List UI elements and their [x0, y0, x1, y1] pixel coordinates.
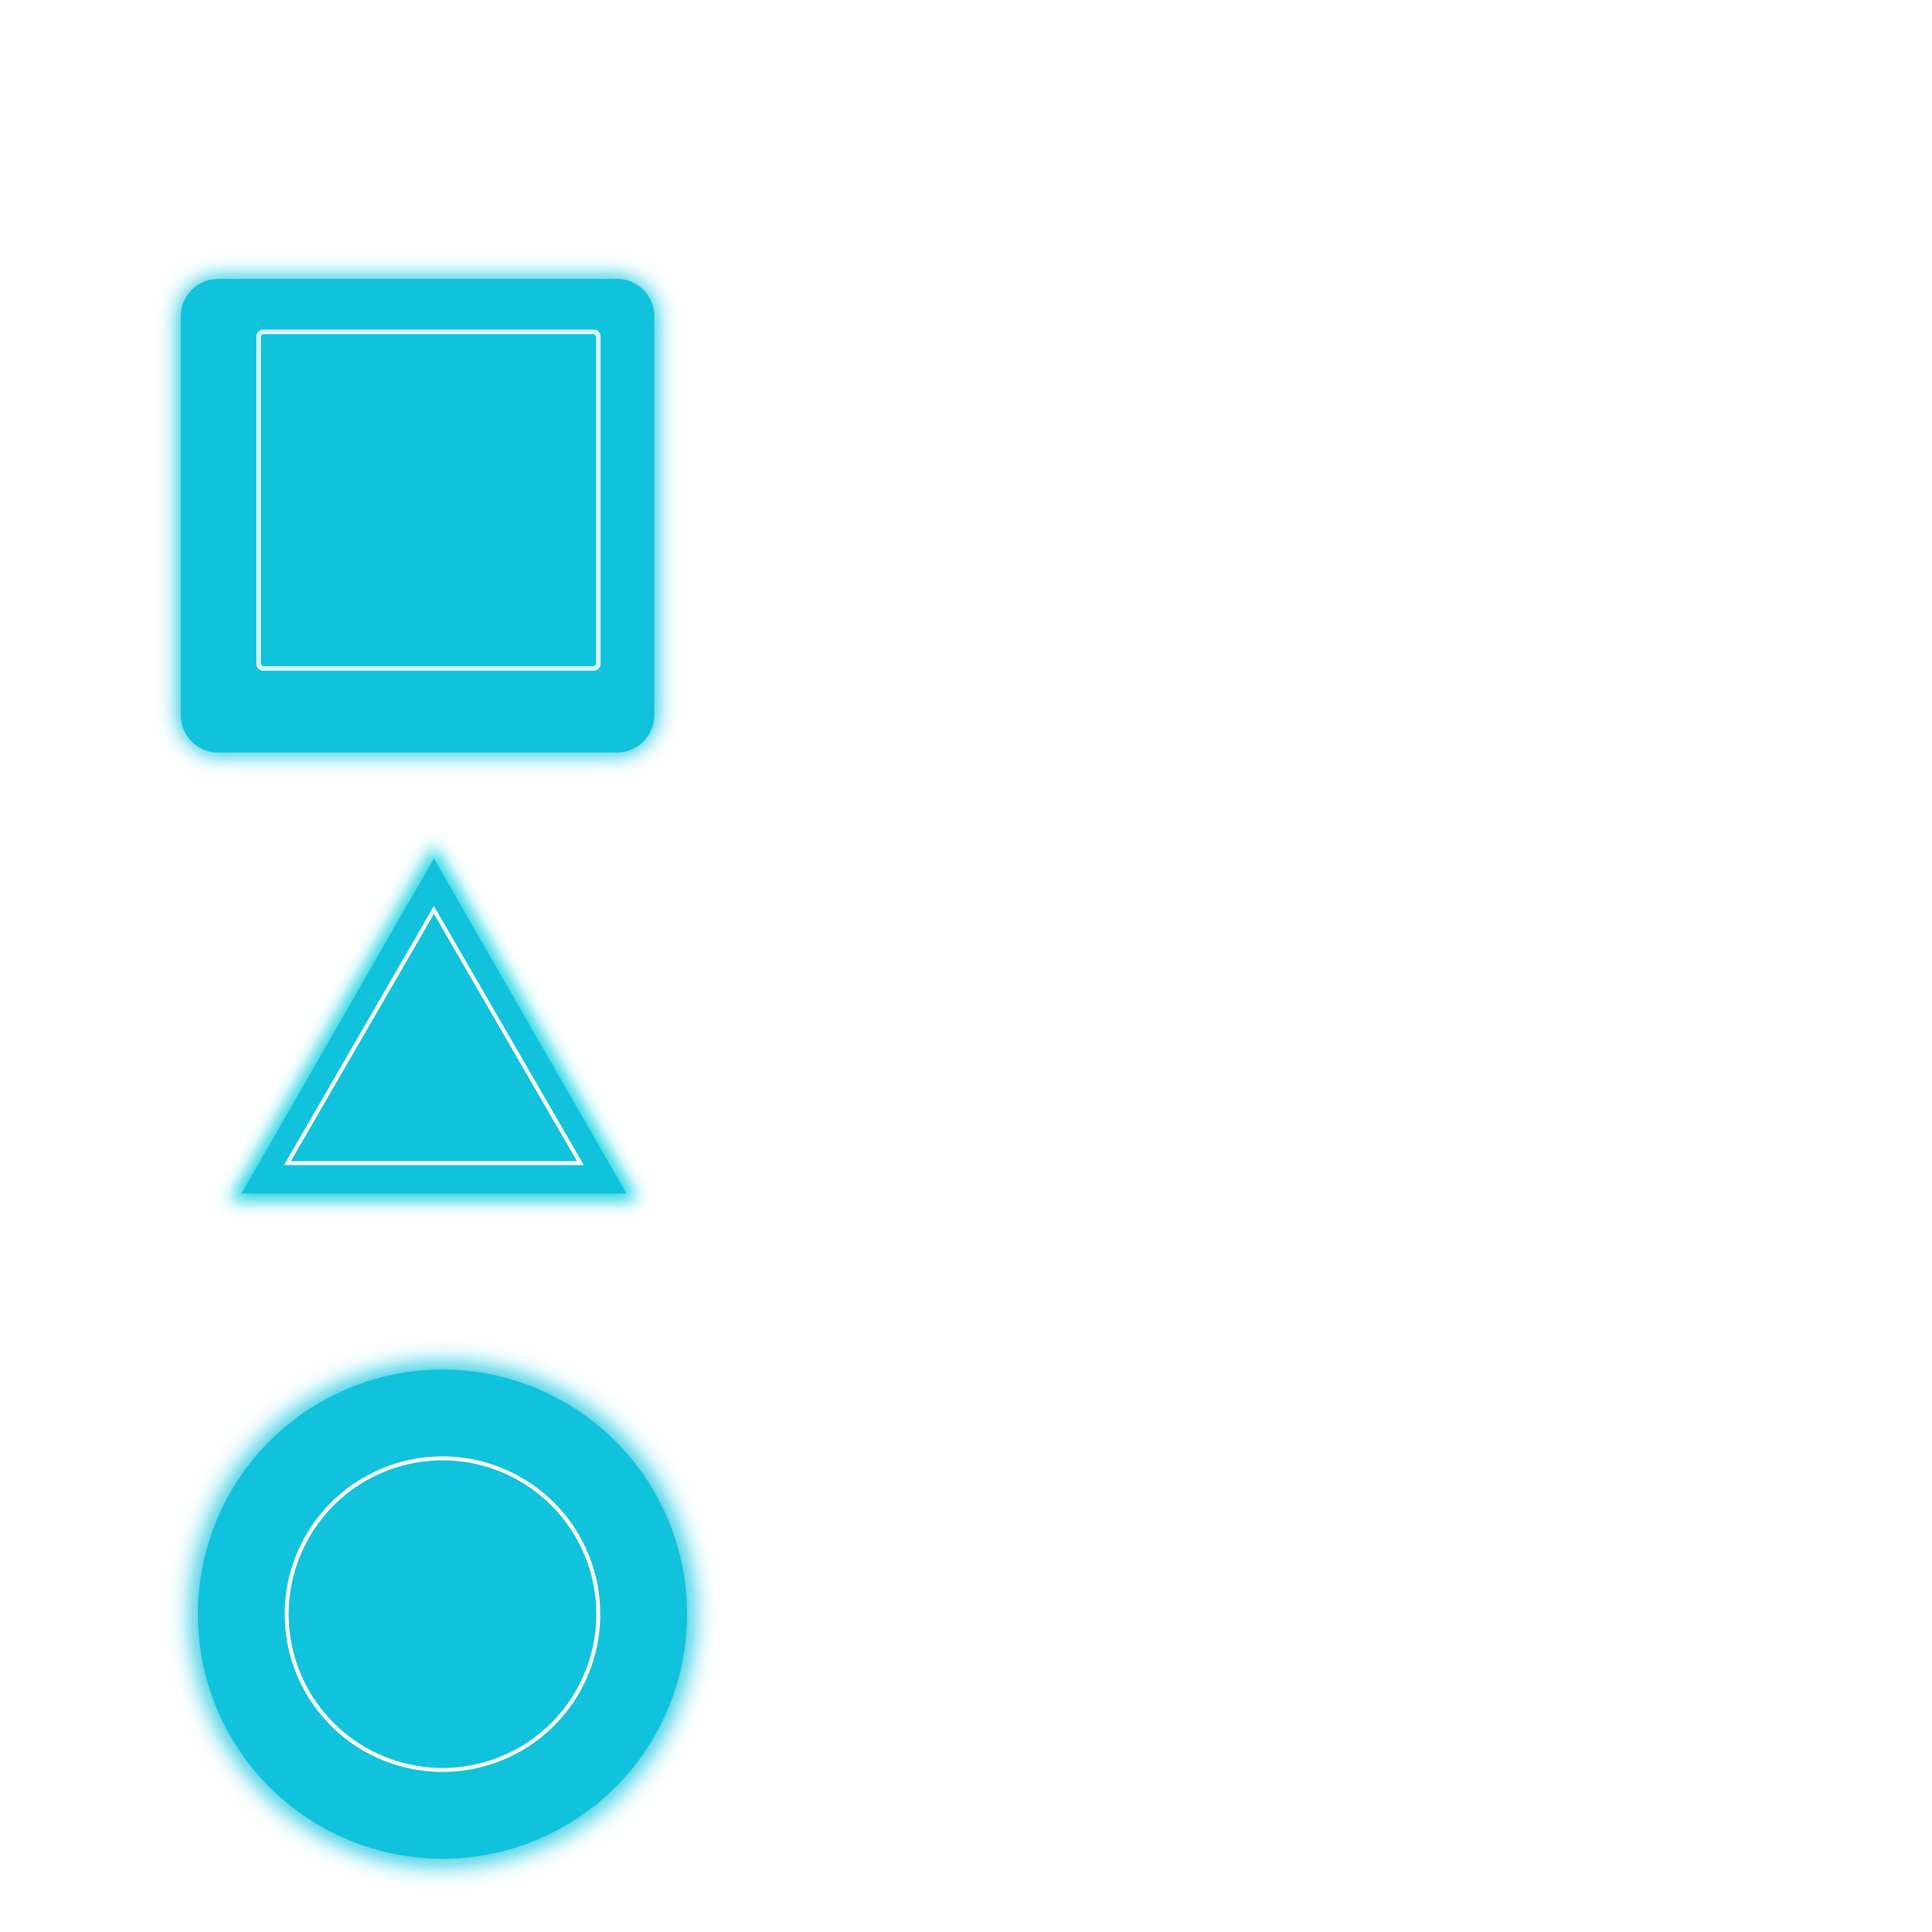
square-icon[interactable] — [153, 251, 682, 781]
square-graphic — [179, 277, 656, 754]
triangle-icon[interactable] — [212, 827, 656, 1221]
circle-graphic — [193, 1365, 692, 1863]
triangle-graphic — [229, 844, 639, 1201]
circle-icon[interactable] — [166, 1338, 719, 1891]
